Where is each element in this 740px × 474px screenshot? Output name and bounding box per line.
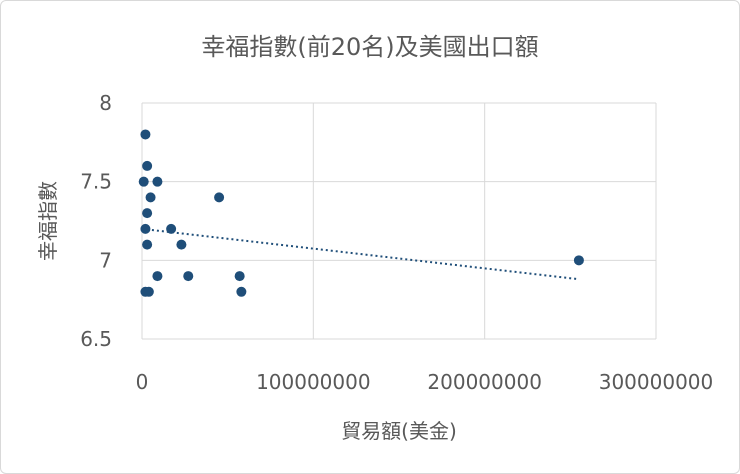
y-tick-label: 7.5 (80, 170, 112, 194)
data-point (143, 286, 154, 297)
y-tick-label: 7 (99, 248, 112, 272)
data-point (573, 255, 584, 266)
data-point (142, 160, 153, 171)
x-tick-label: 200000000 (427, 370, 542, 394)
data-point (142, 208, 153, 219)
chart-title: 幸福指數(前20名)及美國出口額 (201, 33, 538, 61)
x-axis-title: 貿易額(美金) (341, 419, 457, 443)
data-point (152, 271, 163, 282)
data-point (142, 239, 153, 250)
data-point (214, 192, 225, 203)
tick-labels: 6.5 7 7.5 8 0 100000000 200000000 300000000 (80, 91, 713, 394)
trendline-layer (141, 227, 580, 281)
x-tick-label: 0 (136, 370, 149, 394)
data-point (166, 223, 177, 234)
data-point (176, 239, 187, 250)
data-point (183, 271, 194, 282)
y-axis-title: 幸福指數 (36, 181, 60, 261)
y-tick-label: 6.5 (80, 327, 112, 351)
x-tick-label: 100000000 (256, 370, 371, 394)
data-point (138, 176, 149, 187)
data-point (140, 223, 151, 234)
data-point (152, 176, 163, 187)
data-point (140, 129, 151, 140)
trendline (141, 227, 580, 281)
data-point (236, 286, 247, 297)
data-point (234, 271, 245, 282)
data-points (138, 129, 584, 297)
grid-layer (141, 102, 657, 340)
y-tick-label: 8 (99, 91, 112, 115)
x-tick-label: 300000000 (599, 370, 714, 394)
data-point (145, 192, 156, 203)
